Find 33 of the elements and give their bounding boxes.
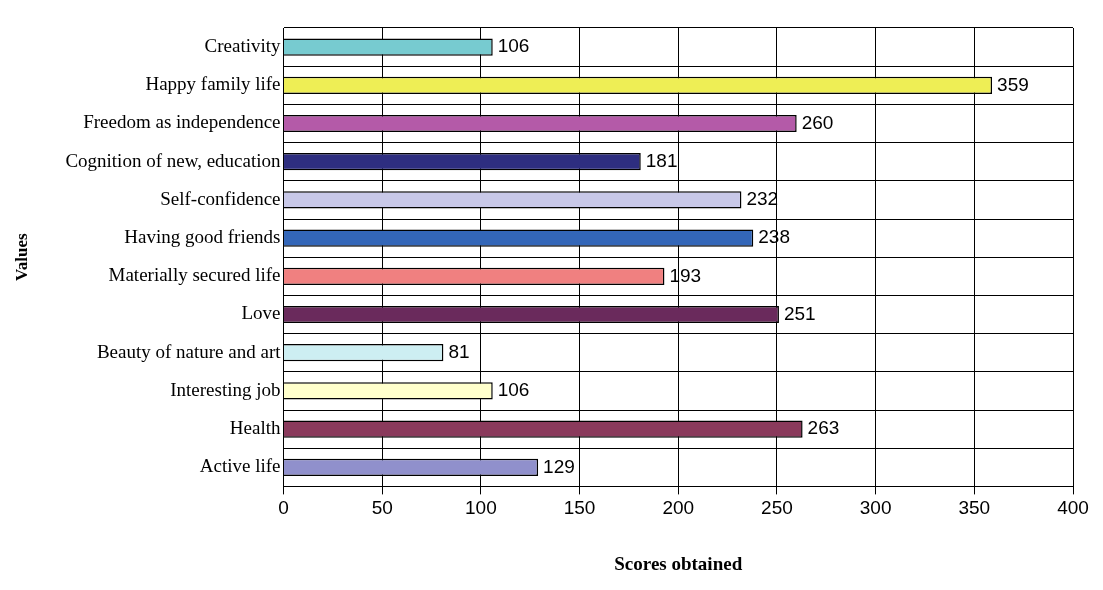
data-label: 106 — [497, 35, 530, 57]
x-tick-label: 50 — [371, 497, 393, 519]
data-label: 81 — [448, 340, 470, 362]
x-tick-label: 300 — [859, 497, 892, 519]
data-label: 260 — [801, 111, 834, 133]
x-tick-label: 150 — [563, 497, 596, 519]
data-label: 181 — [645, 149, 678, 171]
x-axis-title: Scores obtained — [614, 552, 743, 574]
x-tick-label: 350 — [958, 497, 991, 519]
data-label: 129 — [543, 455, 575, 477]
x-tick-label: 400 — [1057, 497, 1089, 519]
y-tick-label: Happy family life — [145, 73, 281, 95]
y-axis-title: Values — [11, 233, 31, 281]
y-tick-label: Love — [241, 302, 281, 324]
x-tick-label: 0 — [278, 497, 289, 519]
data-label: 263 — [807, 417, 840, 439]
data-label: 251 — [783, 302, 816, 324]
y-tick-label: Self-confidence — [160, 187, 281, 209]
y-tick-label: Having good friends — [124, 226, 281, 248]
y-tick-label: Active life — [199, 455, 281, 477]
x-tick-label: 250 — [761, 497, 793, 519]
y-tick-label: Interesting job — [170, 378, 281, 400]
y-tick-label: Beauty of nature and art — [96, 340, 282, 362]
y-tick-label: Cognition of new, education — [65, 149, 281, 171]
data-label: 232 — [746, 188, 779, 210]
data-label: 106 — [497, 379, 530, 401]
x-tick-label: 200 — [662, 497, 695, 519]
x-tick-label: 100 — [465, 497, 497, 519]
y-tick-label: Materially secured life — [108, 264, 281, 286]
y-tick-label: Freedom as independence — [83, 111, 281, 133]
data-label: 359 — [997, 73, 1029, 95]
y-tick-label: Creativity — [204, 35, 282, 57]
y-tick-label: Health — [229, 417, 281, 439]
